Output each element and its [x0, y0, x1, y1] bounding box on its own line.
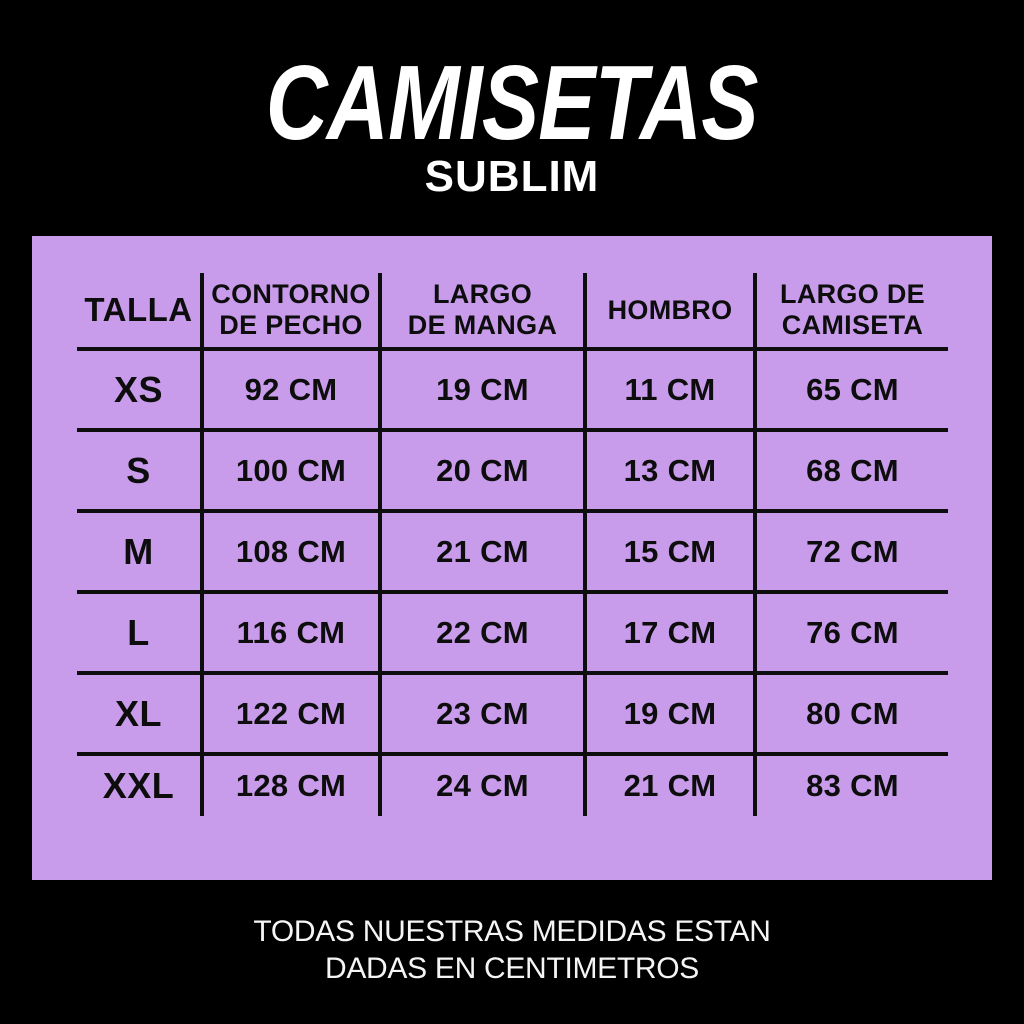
size-chart-panel: TALLA CONTORNO DE PECHO LARGO DE MANGA H…	[32, 236, 992, 880]
size-label: M	[77, 511, 202, 594]
measurement-cell: 24 CM	[378, 754, 585, 816]
measurement-cell: 92 CM	[200, 349, 380, 432]
footer-note-line1: TODAS NUESTRAS MEDIDAS ESTAN	[253, 915, 771, 948]
size-row-xl: XL 122 CM 23 CM 19 CM 80 CM	[77, 673, 948, 756]
measurement-cell: 13 CM	[583, 430, 755, 513]
measurement-cell: 21 CM	[583, 754, 755, 816]
page-subtitle-text: SUBLIM	[424, 152, 600, 201]
page-title-text: CAMISETAS	[265, 44, 759, 162]
measurement-cell: 83 CM	[753, 754, 948, 816]
size-row-xxl: XXL 128 CM 24 CM 21 CM 83 CM	[77, 754, 948, 816]
measurement-cell: 15 CM	[583, 511, 755, 594]
measurement-cell: 19 CM	[583, 673, 755, 756]
size-chart-table: TALLA CONTORNO DE PECHO LARGO DE MANGA H…	[77, 273, 948, 816]
measurement-cell: 20 CM	[378, 430, 585, 513]
column-header-talla: TALLA	[77, 273, 202, 351]
page-title: CAMISETAS	[0, 50, 1024, 156]
header-row: TALLA CONTORNO DE PECHO LARGO DE MANGA H…	[77, 273, 948, 351]
measurement-cell: 23 CM	[378, 673, 585, 756]
size-row-m: M 108 CM 21 CM 15 CM 72 CM	[77, 511, 948, 594]
measurement-cell: 76 CM	[753, 592, 948, 675]
size-row-s: S 100 CM 20 CM 13 CM 68 CM	[77, 430, 948, 513]
measurement-cell: 128 CM	[200, 754, 380, 816]
measurement-cell: 11 CM	[583, 349, 755, 432]
measurement-cell: 108 CM	[200, 511, 380, 594]
measurement-cell: 22 CM	[378, 592, 585, 675]
size-row-l: L 116 CM 22 CM 17 CM 76 CM	[77, 592, 948, 675]
size-label: XS	[77, 349, 202, 432]
measurement-cell: 116 CM	[200, 592, 380, 675]
measurement-cell: 17 CM	[583, 592, 755, 675]
column-header-contorno-de-pecho: CONTORNO DE PECHO	[200, 273, 380, 351]
measurement-cell: 65 CM	[753, 349, 948, 432]
column-header-hombro: HOMBRO	[583, 273, 755, 351]
measurement-cell: 72 CM	[753, 511, 948, 594]
measurement-cell: 21 CM	[378, 511, 585, 594]
footer-note-line2: DADAS EN CENTIMETROS	[324, 952, 700, 985]
page-subtitle: SUBLIM	[0, 155, 1024, 199]
size-label: XXL	[102, 765, 175, 806]
size-label: S	[77, 430, 202, 513]
measurement-cell: 80 CM	[753, 673, 948, 756]
measurement-cell: 122 CM	[200, 673, 380, 756]
column-header-largo-de-camiseta: LARGO DE CAMISETA	[753, 273, 948, 351]
size-label: XL	[77, 673, 202, 756]
size-row-xs: XS 92 CM 19 CM 11 CM 65 CM	[77, 349, 948, 432]
size-label: L	[77, 592, 202, 675]
measurement-cell: 68 CM	[753, 430, 948, 513]
measurement-cell: 19 CM	[378, 349, 585, 432]
footer-note: TODAS NUESTRAS MEDIDAS ESTAN DADAS EN CE…	[0, 913, 1024, 987]
column-header-largo-de-manga: LARGO DE MANGA	[378, 273, 585, 351]
measurement-cell: 100 CM	[200, 430, 380, 513]
